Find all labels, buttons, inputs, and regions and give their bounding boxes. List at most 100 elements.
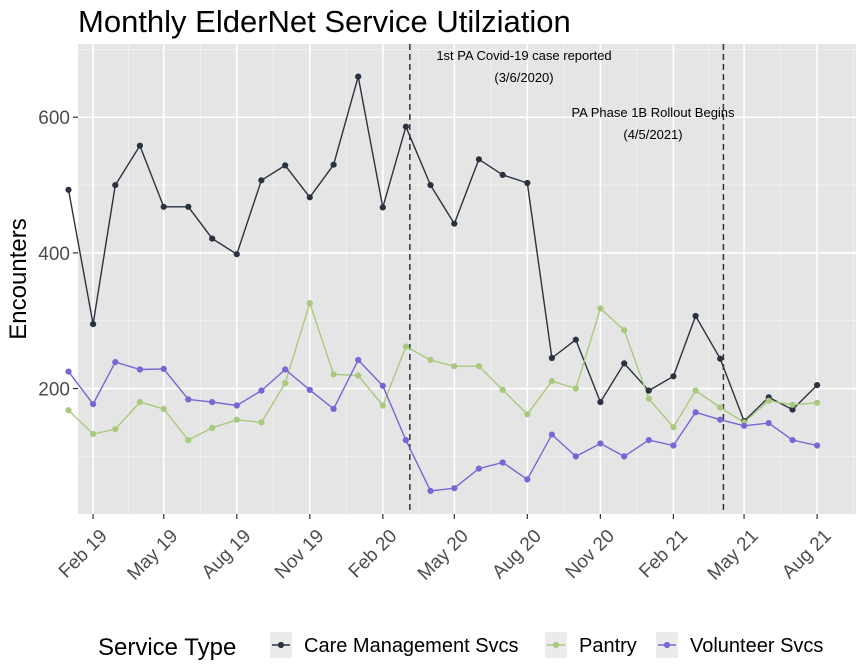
data-point xyxy=(427,487,434,494)
data-point xyxy=(597,440,604,447)
data-point xyxy=(765,420,772,427)
x-tick-labels: Feb 19 May 19 Aug 19 Nov 19 Feb 20 May 20 Aug … xyxy=(55,526,836,585)
data-point xyxy=(160,365,167,372)
data-point xyxy=(670,373,677,380)
annotation-text: 1st PA Covid-19 case reported xyxy=(436,48,611,63)
data-point xyxy=(814,442,821,449)
data-point xyxy=(475,363,482,370)
data-point xyxy=(209,399,216,406)
data-point xyxy=(692,312,699,320)
data-point xyxy=(355,73,362,80)
data-point xyxy=(789,437,796,444)
data-point xyxy=(814,382,821,389)
data-point xyxy=(136,142,143,149)
x-tick-label: May 19 xyxy=(123,526,182,585)
data-point xyxy=(789,401,796,408)
data-point xyxy=(621,360,628,367)
data-point xyxy=(65,186,72,193)
data-point xyxy=(427,356,434,364)
data-point xyxy=(233,402,240,409)
data-point xyxy=(258,177,265,184)
data-point xyxy=(233,416,240,423)
y-tick-label: 600 xyxy=(38,108,70,129)
data-point xyxy=(670,442,677,449)
data-point xyxy=(670,424,677,431)
y-tick-label: 400 xyxy=(38,244,70,265)
data-point xyxy=(572,385,579,392)
data-point xyxy=(645,437,652,444)
annotations: 1st PA Covid-19 case reported (3/6/2020) P… xyxy=(436,48,735,142)
data-point xyxy=(499,386,506,393)
data-point xyxy=(379,382,386,389)
data-point xyxy=(160,405,167,412)
data-point xyxy=(282,380,289,387)
chart-title: Monthly ElderNet Service Utilziation xyxy=(78,4,571,39)
annotation-date: (3/6/2020) xyxy=(494,70,553,85)
data-point xyxy=(475,156,482,163)
data-point xyxy=(548,378,556,385)
annotation-lines xyxy=(409,44,725,514)
data-point xyxy=(621,453,628,460)
major-gridlines xyxy=(78,44,856,514)
data-point xyxy=(185,203,192,210)
data-point xyxy=(765,397,772,404)
data-point xyxy=(741,422,748,429)
data-point xyxy=(330,161,337,168)
annotation-text: PA Phase 1B Rollout Begins xyxy=(571,105,735,120)
data-point xyxy=(427,182,434,189)
series-lines xyxy=(67,75,818,492)
data-point xyxy=(65,407,72,414)
x-tick-label: Feb 21 xyxy=(635,526,692,583)
data-point xyxy=(90,401,97,408)
data-point xyxy=(717,416,724,423)
data-point xyxy=(65,368,72,375)
data-point xyxy=(717,404,724,411)
legend: Service Type Care Management Svcs Pantry V… xyxy=(98,632,823,661)
data-point xyxy=(451,363,458,370)
axis-ticks xyxy=(73,116,818,519)
data-point xyxy=(233,251,240,258)
x-tick-label: May 21 xyxy=(704,526,763,585)
y-tick-labels: 200 400 600 xyxy=(38,108,70,400)
data-point xyxy=(136,366,143,373)
plot-panel xyxy=(78,44,856,514)
data-point xyxy=(572,336,579,343)
data-point xyxy=(499,459,506,466)
x-tick-label: Aug 20 xyxy=(488,526,545,583)
data-point xyxy=(330,371,337,378)
data-point xyxy=(524,179,531,187)
data-point xyxy=(355,372,362,379)
legend-key-point xyxy=(663,641,671,649)
data-point xyxy=(355,356,362,364)
data-point xyxy=(330,405,337,412)
data-point xyxy=(209,235,216,242)
data-point xyxy=(258,387,265,394)
data-point xyxy=(90,321,97,328)
x-tick-label: Aug 21 xyxy=(778,526,835,583)
data-point xyxy=(402,343,409,350)
legend-key-point xyxy=(277,641,285,649)
x-tick-label: Nov 20 xyxy=(562,526,619,583)
legend-label: Pantry xyxy=(579,635,637,657)
data-point xyxy=(597,399,604,406)
data-point xyxy=(282,366,289,373)
legend-title: Service Type xyxy=(98,634,236,661)
data-point xyxy=(112,426,119,433)
legend-key-point xyxy=(552,641,560,649)
data-point xyxy=(306,194,313,201)
data-point xyxy=(692,387,699,394)
data-point xyxy=(306,386,313,393)
x-tick-label: Feb 19 xyxy=(55,526,112,583)
x-tick-label: Nov 19 xyxy=(271,526,328,583)
data-point xyxy=(282,162,289,169)
data-point xyxy=(90,430,97,438)
data-point xyxy=(789,406,796,413)
data-point xyxy=(185,437,192,444)
annotation-date: (4/5/2021) xyxy=(623,127,682,142)
data-point xyxy=(572,453,579,460)
series-line xyxy=(68,302,818,441)
data-point xyxy=(499,171,506,178)
x-tick-label: Aug 19 xyxy=(198,526,255,583)
